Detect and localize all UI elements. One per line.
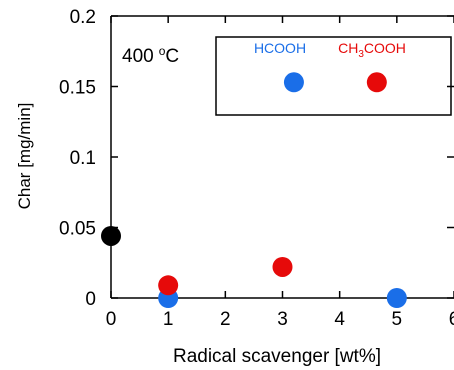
data-point [386,288,407,308]
y-tick-label: 0.15 [59,78,96,99]
x-tick-label: 6 [449,309,454,330]
y-tick-label: 0.1 [70,148,96,169]
axes: 0 1 2 3 4 5 6 0 0.05 0.1 0.15 0.2 [59,7,454,330]
data-point [158,275,179,296]
temperature-annotation: 400 oC [122,44,179,67]
x-axis-label: Radical scavenger [wt%] [173,346,381,367]
data-points [101,72,407,308]
data-point [272,256,293,277]
annotation-degree: o [159,44,166,58]
x-tick-label: 0 [106,309,117,330]
legend-label-ch3cooh: CH3COOH [338,40,406,60]
annotation-value: 400 [122,46,154,67]
legend-marker-hcooh [283,72,304,93]
data-point [101,225,121,246]
x-tick-label: 4 [334,309,345,330]
x-tick-label: 3 [277,309,288,330]
legend-label-hcooh: HCOOH [254,40,306,56]
x-tick-label: 5 [392,309,403,330]
annotation-unit: C [165,46,179,67]
y-axis-label: Char [mg/min] [15,103,34,210]
y-tick-label: 0 [85,289,96,310]
data-point [366,72,387,93]
x-tick-label: 1 [163,309,174,330]
y-tick-label: 0.05 [59,219,96,240]
y-tick-label: 0.2 [70,7,96,28]
x-tick-label: 2 [220,309,231,330]
legend-box [215,36,452,116]
legend: HCOOH CH3COOH [215,36,452,116]
